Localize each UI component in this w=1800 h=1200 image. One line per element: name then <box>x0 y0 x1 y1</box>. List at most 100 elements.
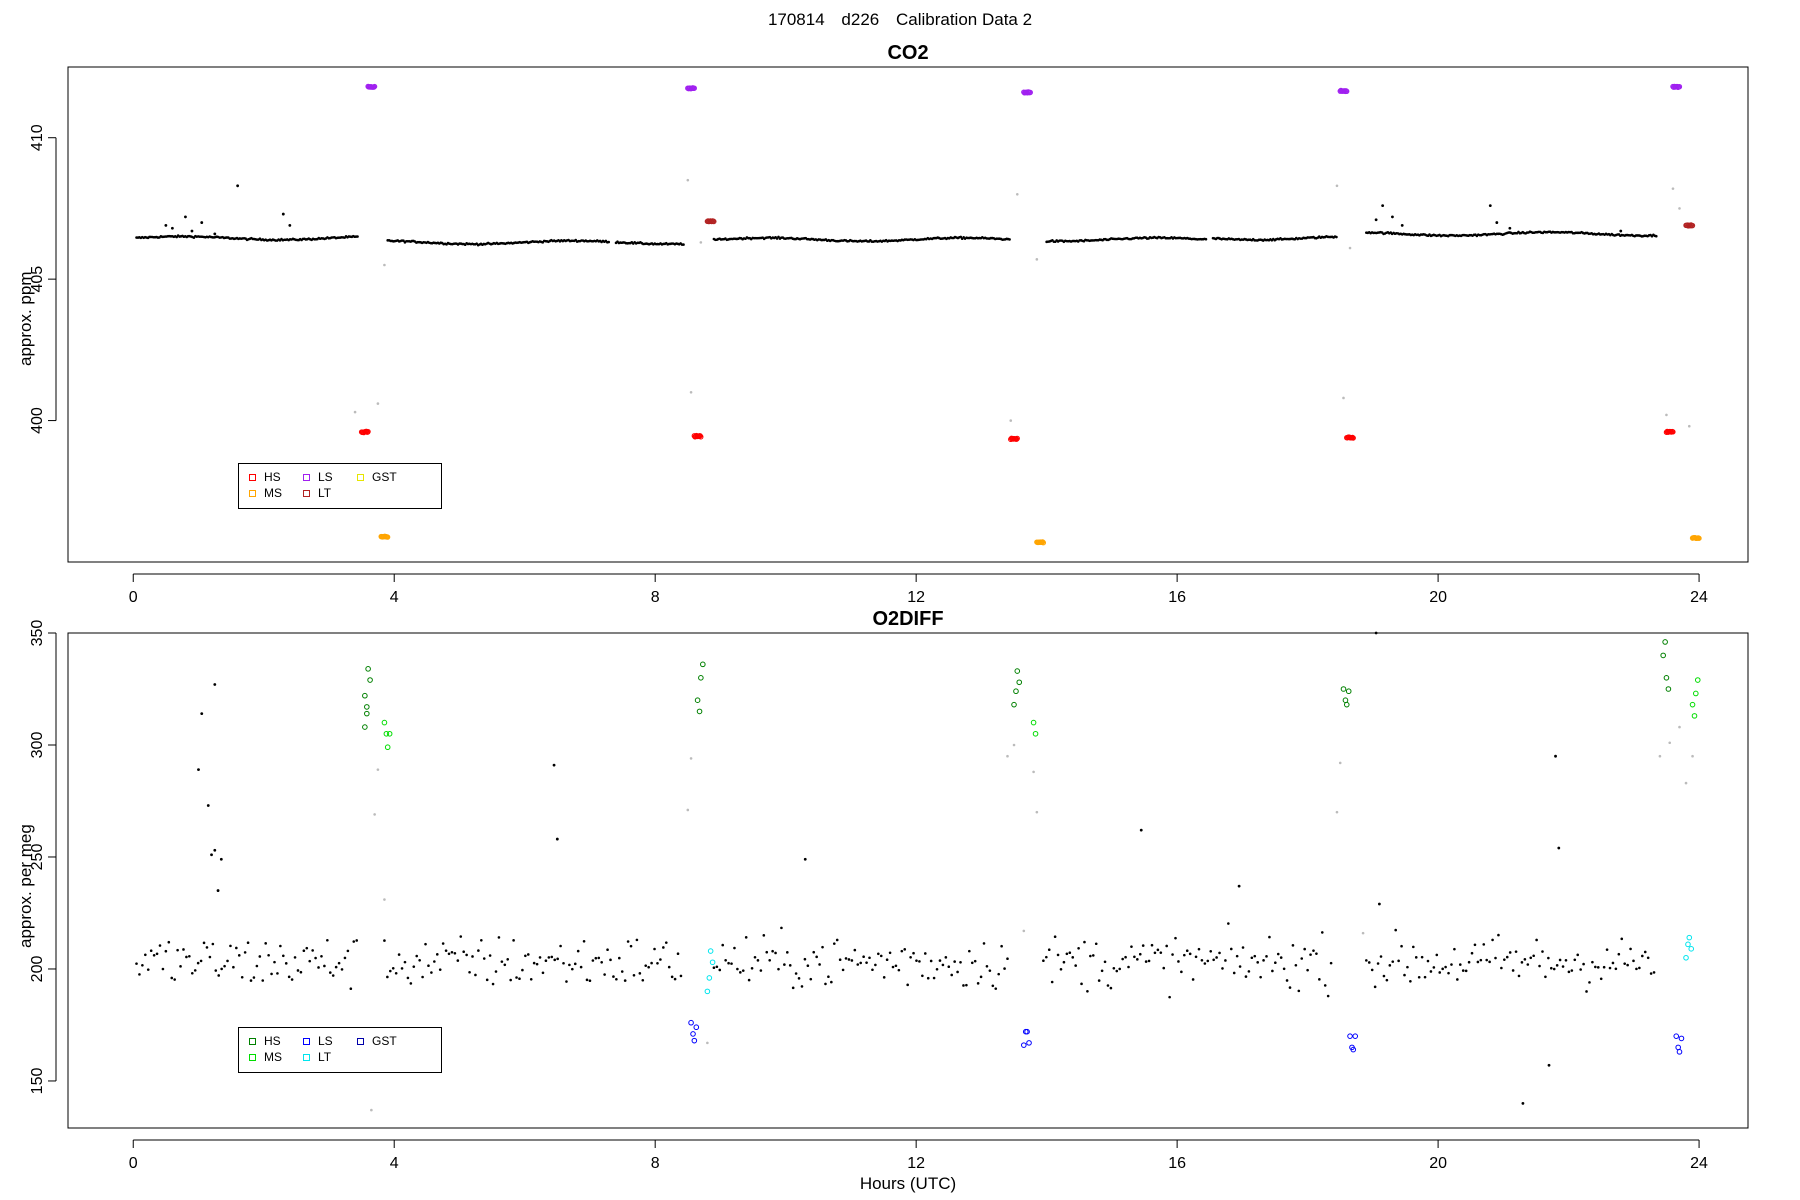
ambient-point <box>179 965 182 968</box>
ambient-point <box>1388 964 1392 967</box>
ambient-point <box>1288 986 1292 989</box>
ambient-point <box>950 973 954 977</box>
ambient-point <box>1552 967 1556 971</box>
ambient-point <box>214 969 218 972</box>
ambient-point <box>252 976 256 979</box>
ambient-point <box>1006 957 1009 961</box>
series-lt-point <box>1688 946 1695 952</box>
series-ms-point <box>384 534 391 540</box>
ambient-point <box>544 959 548 963</box>
ambient-point <box>1394 928 1397 932</box>
ambient-point <box>768 958 771 962</box>
ambient-point <box>491 982 495 986</box>
ambient-point <box>355 939 358 942</box>
ambient-point <box>932 976 936 980</box>
suptitle-date: 170814 <box>767 10 825 29</box>
ambient-point <box>618 956 621 960</box>
ambient-point <box>1596 966 1600 969</box>
ambient-point <box>1412 945 1415 949</box>
ambient-point <box>667 965 671 969</box>
ambient-point <box>607 240 611 244</box>
ambient-point <box>1000 944 1003 948</box>
ambient-point <box>232 965 235 969</box>
ambient-point <box>1400 944 1403 948</box>
transition-point <box>689 757 693 760</box>
ambient-point <box>1456 978 1459 981</box>
ambient-point <box>229 944 232 948</box>
transition-point <box>383 898 386 901</box>
ambient-point <box>1247 970 1251 973</box>
ambient-point <box>352 940 356 943</box>
series-hs-point <box>698 434 704 440</box>
ambient-point <box>1373 985 1377 989</box>
transition-point <box>376 402 380 405</box>
ambient-point <box>841 968 845 972</box>
ambient-point <box>959 235 963 239</box>
ambient-outlier-point <box>1488 204 1492 208</box>
series-hs-point <box>1014 435 1020 442</box>
ambient-point <box>1115 969 1119 973</box>
ambient-point <box>603 973 606 976</box>
ambient-point <box>1379 955 1383 958</box>
ambient-point <box>882 976 886 979</box>
ambient-point <box>1235 954 1239 958</box>
ambient-point <box>600 960 603 964</box>
ambient-point <box>276 972 279 975</box>
ambient-point <box>780 926 783 930</box>
ambient-point <box>1479 958 1483 962</box>
ambient-point <box>585 978 589 982</box>
ambient-point <box>659 958 662 961</box>
ambient-point <box>903 948 907 951</box>
ambient-point <box>918 960 921 963</box>
ambient-point <box>391 967 395 970</box>
series-ls-point <box>1676 1049 1683 1055</box>
ambient-point <box>1591 960 1594 964</box>
ambient-point <box>1065 952 1069 956</box>
ambient-point <box>897 968 901 972</box>
ambient-point <box>1406 965 1409 969</box>
o2diff-x-tick-label: 24 <box>1690 1155 1708 1172</box>
ambient-point <box>235 946 238 950</box>
series-ls-point <box>691 85 697 91</box>
ambient-point <box>865 961 868 964</box>
series-ms-point <box>1696 535 1702 541</box>
ambient-point <box>756 959 760 962</box>
series-lt-point <box>1685 941 1691 948</box>
ambient-point <box>1083 940 1086 944</box>
series-lt-point <box>1689 222 1696 229</box>
ambient-point <box>412 965 416 968</box>
ambient-point <box>1144 960 1148 963</box>
ambient-point <box>509 978 512 982</box>
ambient-point <box>1215 956 1218 959</box>
series-hs-point <box>364 710 370 717</box>
ambient-point <box>788 964 792 967</box>
series-ls-point <box>1027 89 1033 96</box>
ambient-point <box>1229 947 1233 951</box>
ambient-point <box>838 958 842 962</box>
ambient-point <box>821 945 824 949</box>
ambient-outlier-point <box>213 683 217 686</box>
ambient-point <box>1118 967 1122 971</box>
ambient-point <box>1485 958 1489 962</box>
ambient-point <box>394 971 398 975</box>
transition-point <box>1335 184 1339 188</box>
ambient-point <box>783 963 786 966</box>
ambient-outlier-point <box>1374 218 1378 222</box>
ambient-point <box>246 941 250 945</box>
ambient-point <box>962 984 965 987</box>
legend-swatch <box>249 489 256 497</box>
ambient-point <box>273 960 276 964</box>
ambient-point <box>797 977 801 980</box>
legend-item-ls: LS <box>303 1034 333 1048</box>
ambient-point <box>615 977 618 981</box>
ambient-outlier-point <box>219 857 223 861</box>
ambient-point <box>894 964 898 968</box>
legend-swatch <box>303 1037 310 1045</box>
ambient-point <box>1291 944 1295 947</box>
ambient-point <box>1426 959 1430 963</box>
series-lt-point <box>704 988 711 995</box>
legend-item-hs: HS <box>249 1034 281 1048</box>
ambient-outlier-point <box>213 848 217 852</box>
ambient-point <box>1594 965 1597 969</box>
ambient-point <box>144 953 147 957</box>
